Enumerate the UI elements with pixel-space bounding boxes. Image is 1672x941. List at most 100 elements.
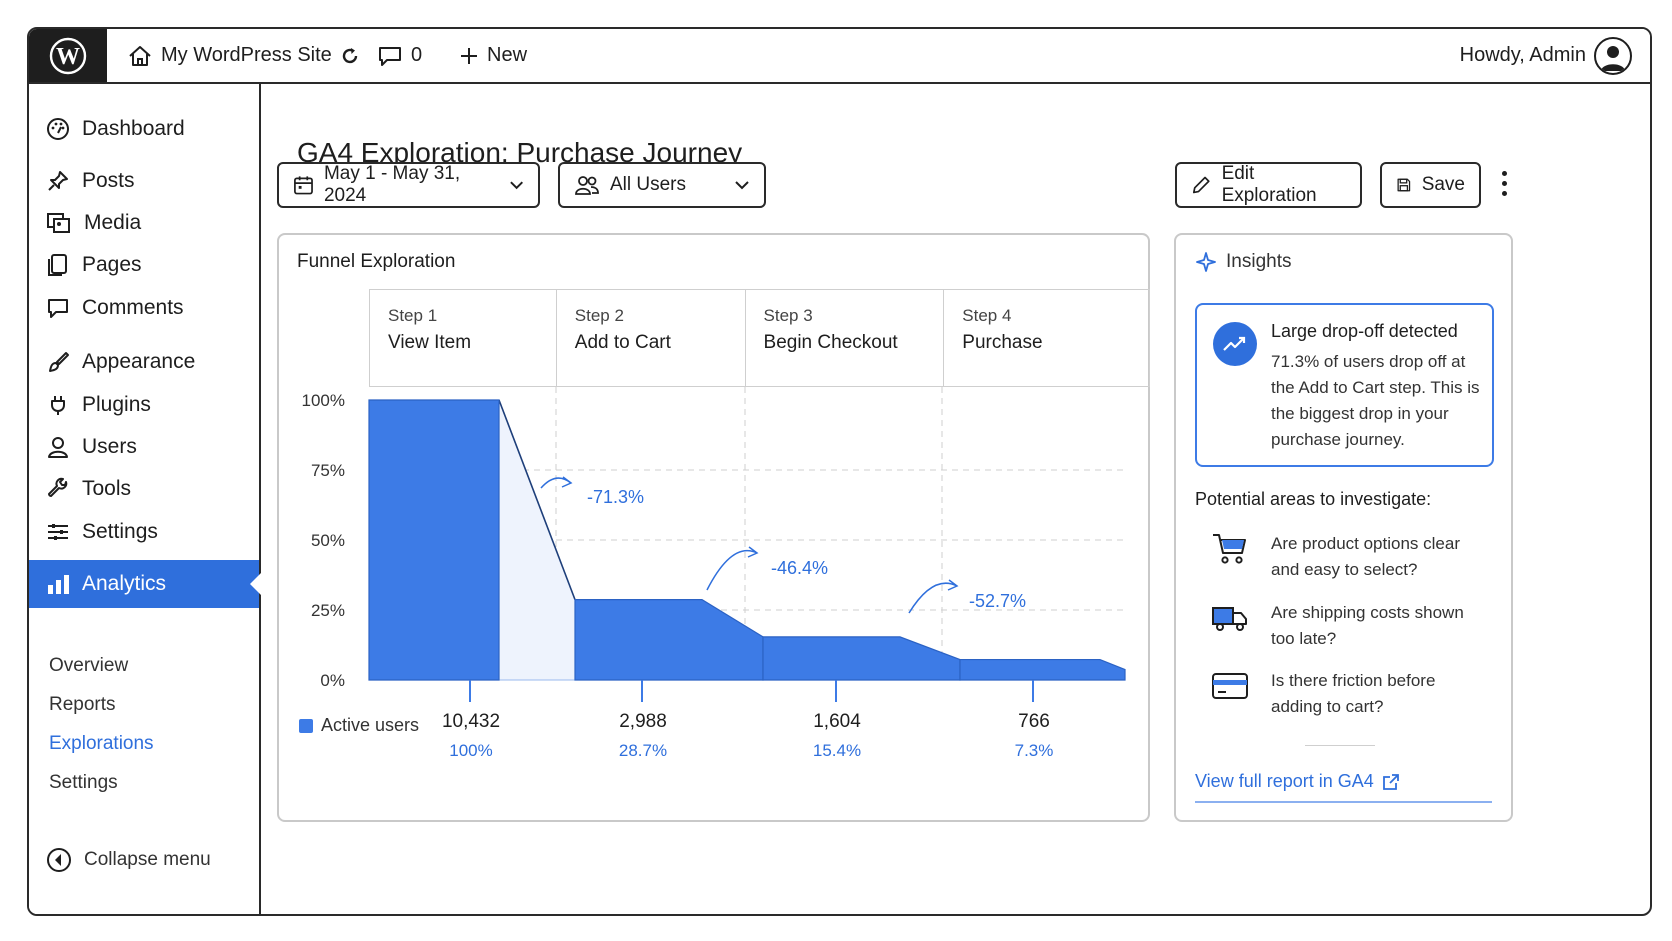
funnel-bar [959,658,1126,681]
step-header-1[interactable]: Step 1 View Item [370,290,557,386]
new-content-link[interactable]: New [459,29,527,82]
cart-icon [1213,534,1246,564]
step-total-value: 766 [1018,711,1050,732]
step-header-2[interactable]: Step 2 Add to Cart [557,290,746,386]
step-total-percent: 100% [449,741,493,760]
sidebar-item-comments[interactable]: Comments [29,287,259,329]
sidebar-item-tools[interactable]: Tools [29,468,259,510]
user-icon [48,437,68,458]
chevron-down-icon [510,181,523,190]
date-range-picker[interactable]: May 1 - May 31, 2024 [277,162,540,208]
insights-title: Insights [1226,251,1292,272]
investigate-text: Are shipping costs shown too late? [1271,603,1464,648]
step-name: Begin Checkout [763,332,898,353]
calendar-icon [294,176,313,195]
wordpress-logo-icon[interactable]: W [29,29,107,82]
users-icon [575,176,599,195]
sidebar-item-label: Comments [82,296,184,319]
more-options-icon[interactable] [1499,171,1509,201]
view-full-report-link[interactable]: View full report in GA4 [1195,771,1400,792]
funnel-bar [762,636,961,681]
step-header-4[interactable]: Step 4 Purchase [944,290,1151,386]
plug-icon [51,396,65,415]
step-total-percent: 28.7% [618,741,668,760]
y-tick-label: 75% [311,461,345,480]
avatar-icon[interactable] [1594,36,1632,75]
comments-link[interactable]: 0 [377,29,422,82]
sidebar-item-users[interactable]: Users [29,426,259,468]
comment-icon [379,46,401,66]
edit-label: Edit Exploration [1221,163,1317,206]
sidebar-item-label: Posts [82,169,135,192]
submenu-settings[interactable]: Settings [49,772,118,793]
alert-body: 71.3% of users drop off at the Add to Ca… [1271,352,1480,449]
save-button[interactable]: Save [1380,162,1481,208]
site-name-link[interactable]: My WordPress Site [127,29,360,82]
bar-chart-icon [48,575,69,594]
sidebar-item-analytics[interactable]: Analytics [29,560,261,608]
brush-icon [49,352,69,372]
legend-swatch [299,718,313,733]
investigate-text: Are product options clear and easy to se… [1271,534,1460,579]
home-icon [129,45,151,66]
active-indicator [250,573,261,595]
sidebar-item-media[interactable]: Media [29,202,259,244]
submenu-explorations[interactable]: Explorations [49,733,154,754]
dropoff-edge [498,399,576,600]
investigate-item: Are shipping costs shown too late? [1211,600,1486,652]
investigate-text: Is there friction before adding to cart? [1271,671,1436,716]
sidebar-item-label: Media [84,211,142,234]
funnel-title: Funnel Exploration [297,251,456,272]
step-number: Step 2 [574,306,624,325]
collapse-menu-button[interactable]: Collapse menu [46,847,211,873]
step-total-3: 1,604 15.4% [782,711,892,761]
new-label: New [487,44,528,66]
insights-panel: Insights Large drop-off detected 71.3% o… [1174,233,1513,822]
legend-label: Active users [321,715,420,735]
pin-icon [48,171,68,191]
sidebar-item-label: Analytics [82,572,167,595]
floppy-disk-icon [1397,178,1411,192]
external-link-icon [1382,773,1399,790]
wrench-icon [48,477,68,497]
refresh-icon[interactable] [340,46,360,66]
sidebar-item-label: Plugins [82,393,151,416]
dropoff-area [498,399,576,681]
trend-icon [1213,322,1257,366]
sidebar-item-dashboard[interactable]: Dashboard [29,108,259,150]
segment-value: All Users [610,174,687,195]
submenu-reports[interactable]: Reports [49,694,116,715]
dropoff-label: -71.3% [587,487,644,507]
sidebar-item-label: Pages [82,253,142,276]
investigate-title: Potential areas to investigate: [1195,489,1432,509]
funnel-steps-header: Step 1 View Item Step 2 Add to Cart Step… [369,289,1151,387]
comments-count: 0 [411,44,423,66]
funnel-bar [368,399,500,681]
dropoff-arrowhead [947,579,959,591]
link-underline [1195,801,1492,803]
collapse-label: Collapse menu [84,849,211,870]
sidebar-item-posts[interactable]: Posts [29,160,259,202]
dropoff-arrowhead [561,476,573,488]
divider [1305,745,1375,746]
account-menu[interactable]: Howdy, Admin [1460,29,1632,82]
submenu-overview[interactable]: Overview [49,655,129,676]
step-number: Step 4 [962,306,1012,325]
investigate-item: Are product options clear and easy to se… [1211,531,1486,583]
dropoff-arrow [908,582,958,614]
edit-exploration-button[interactable]: Edit Exploration [1175,162,1362,208]
segment-select[interactable]: All Users [558,162,766,208]
step-header-3[interactable]: Step 3 Begin Checkout [746,290,945,386]
dropoff-arrowhead [747,546,759,558]
pages-icon [48,254,67,276]
sidebar-item-settings[interactable]: Settings [29,511,259,553]
sidebar-item-pages[interactable]: Pages [29,244,259,286]
step-name: View Item [388,332,472,353]
step-total-value: 10,432 [441,711,501,732]
dropoff-label: -52.7% [969,591,1026,611]
sidebar-item-plugins[interactable]: Plugins [29,384,259,426]
y-tick-label: 100% [302,391,345,410]
alert-heading: Large drop-off detected [1271,321,1458,341]
sidebar-item-appearance[interactable]: Appearance [29,341,259,383]
howdy-text: Howdy, Admin [1459,44,1586,66]
